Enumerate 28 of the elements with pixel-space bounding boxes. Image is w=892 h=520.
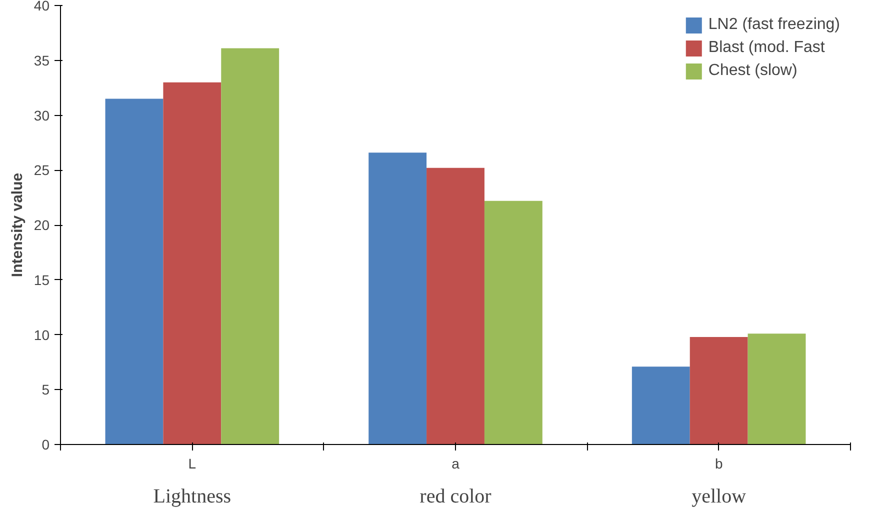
bar — [426, 168, 484, 444]
y-axis-title: Intensity value — [8, 172, 26, 278]
bar — [368, 152, 427, 444]
y-tick-label: 5 — [42, 382, 50, 398]
x-tick-label: b — [714, 456, 723, 472]
bar — [484, 200, 542, 444]
y-tick-label: 0 — [42, 436, 50, 452]
y-tick-label: 35 — [34, 52, 50, 68]
bar — [163, 82, 222, 444]
text: yellow — [692, 486, 747, 508]
y-tick-label: 10 — [34, 326, 50, 343]
bar — [632, 366, 690, 444]
y-tick-label: 20 — [34, 217, 50, 233]
text: red color — [420, 486, 492, 508]
bar — [748, 334, 806, 444]
text: Lightness — [153, 486, 232, 508]
bar — [690, 336, 748, 444]
y-tick-label: 40 — [34, 0, 50, 14]
y-tick-label: 25 — [34, 162, 50, 178]
legend-label: Blast (mod. Fast — [708, 39, 825, 57]
y-tick-label: 15 — [34, 272, 50, 288]
bar — [221, 48, 280, 444]
x-tick-label: a — [452, 456, 460, 472]
legend-label: Chest (slow) — [708, 62, 798, 80]
x-tick-label: L — [188, 456, 196, 472]
y-tick-label: 30 — [34, 107, 50, 124]
bar — [105, 98, 164, 444]
legend-label: LN2 (fast freezing) — [708, 16, 840, 34]
